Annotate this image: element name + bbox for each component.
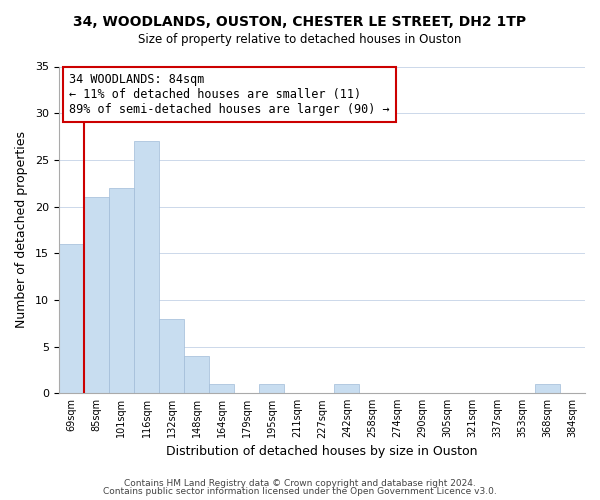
- Bar: [334, 384, 359, 393]
- Bar: [535, 384, 560, 393]
- Bar: [209, 384, 234, 393]
- Text: Contains HM Land Registry data © Crown copyright and database right 2024.: Contains HM Land Registry data © Crown c…: [124, 478, 476, 488]
- Bar: [109, 188, 134, 393]
- Bar: [84, 197, 109, 393]
- Bar: [134, 141, 159, 393]
- Bar: [59, 244, 84, 393]
- Text: Contains public sector information licensed under the Open Government Licence v3: Contains public sector information licen…: [103, 487, 497, 496]
- X-axis label: Distribution of detached houses by size in Ouston: Distribution of detached houses by size …: [166, 444, 478, 458]
- Y-axis label: Number of detached properties: Number of detached properties: [15, 132, 28, 328]
- Text: 34, WOODLANDS, OUSTON, CHESTER LE STREET, DH2 1TP: 34, WOODLANDS, OUSTON, CHESTER LE STREET…: [73, 15, 527, 29]
- Bar: [159, 318, 184, 393]
- Text: 34 WOODLANDS: 84sqm
← 11% of detached houses are smaller (11)
89% of semi-detach: 34 WOODLANDS: 84sqm ← 11% of detached ho…: [70, 73, 390, 116]
- Text: Size of property relative to detached houses in Ouston: Size of property relative to detached ho…: [139, 32, 461, 46]
- Bar: [259, 384, 284, 393]
- Bar: [184, 356, 209, 393]
